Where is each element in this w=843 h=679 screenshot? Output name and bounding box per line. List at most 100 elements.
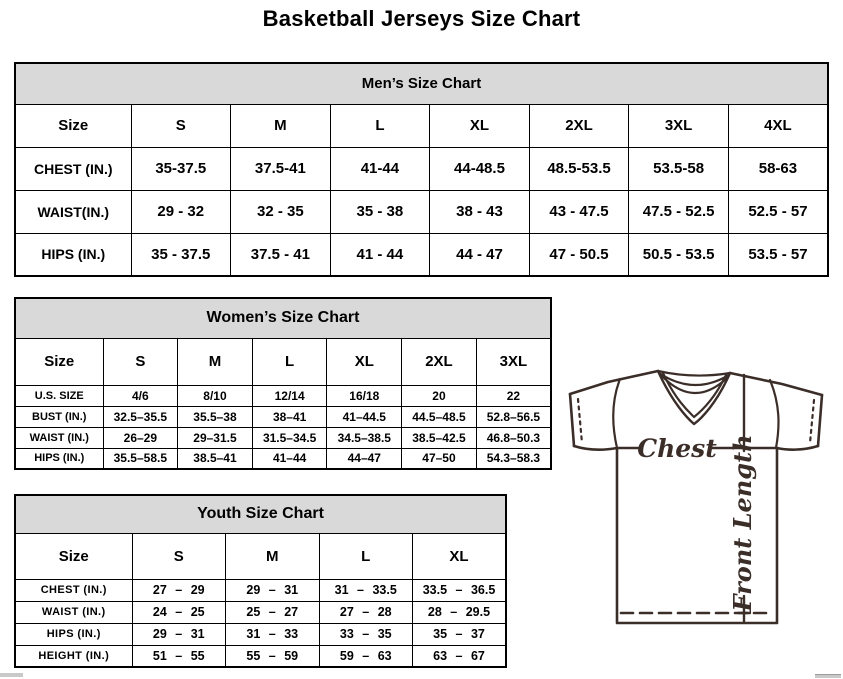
front-length-label: Front Length bbox=[728, 434, 757, 612]
size-value: 41–44 bbox=[251, 447, 328, 470]
size-value: 38.5–42.5 bbox=[401, 426, 477, 449]
size-value: 53.5-58 bbox=[628, 146, 729, 191]
size-value: 35-37.5 bbox=[130, 146, 232, 191]
col-header: L bbox=[318, 532, 413, 580]
table-row: WAIST (IN.) 24 – 25 25 – 27 27 – 28 28 –… bbox=[14, 600, 507, 624]
table-row: HIPS (IN.) 29 – 31 31 – 33 33 – 35 35 – … bbox=[14, 622, 507, 646]
size-value: 38.5–41 bbox=[177, 447, 253, 470]
womens-table-title: Women’s Size Chart bbox=[14, 297, 552, 339]
size-value: 41–44.5 bbox=[326, 405, 403, 428]
table-row: Size S M L XL 2XL 3XL 4XL bbox=[14, 103, 829, 148]
jersey-cuff-right bbox=[816, 393, 824, 448]
jersey-armhole-right bbox=[768, 378, 780, 450]
size-value: 53.5 - 57 bbox=[727, 232, 829, 277]
mens-size-table: Men’s Size Chart Size S M L XL 2XL 3XL 4… bbox=[14, 62, 829, 277]
collar-v-inner bbox=[661, 371, 728, 419]
table-row: Women’s Size Chart bbox=[14, 297, 552, 339]
size-value: 33 – 35 bbox=[318, 622, 413, 646]
size-value: 50.5 - 53.5 bbox=[628, 232, 729, 277]
collar-top-edge bbox=[656, 369, 732, 377]
jersey-body-outline bbox=[615, 446, 779, 625]
size-value: 29 – 31 bbox=[131, 622, 226, 646]
scrollbar-fragment-right bbox=[815, 674, 841, 678]
size-value: 20 bbox=[401, 384, 477, 407]
size-value: 12/14 bbox=[251, 384, 328, 407]
table-row: CHEST (IN.) 27 – 29 29 – 31 31 – 33.5 33… bbox=[14, 578, 507, 602]
col-header: XL bbox=[326, 337, 403, 386]
size-value: 52.5 - 57 bbox=[727, 189, 829, 234]
row-label: U.S. SIZE bbox=[14, 384, 104, 407]
jersey-armhole-left bbox=[612, 377, 622, 450]
col-header: Size bbox=[14, 337, 104, 386]
table-row: WAIST (IN.) 26–29 29–31.5 31.5–34.5 34.5… bbox=[14, 426, 552, 449]
table-row: HIPS (IN.) 35.5–58.5 38.5–41 41–44 44–47… bbox=[14, 447, 552, 470]
col-header: Size bbox=[14, 532, 133, 580]
size-value: 46.8–50.3 bbox=[475, 426, 552, 449]
size-value: 24 – 25 bbox=[131, 600, 226, 624]
mens-table-title: Men’s Size Chart bbox=[14, 62, 829, 105]
size-value: 27 – 29 bbox=[131, 578, 226, 602]
size-value: 33.5 – 36.5 bbox=[412, 578, 507, 602]
row-label: HEIGHT (IN.) bbox=[14, 644, 133, 668]
size-value: 27 – 28 bbox=[318, 600, 413, 624]
size-value: 37.5-41 bbox=[230, 146, 331, 191]
chest-label: Chest bbox=[637, 434, 717, 463]
size-value: 47–50 bbox=[401, 447, 477, 470]
youth-size-table: Youth Size Chart Size S M L XL CHEST (IN… bbox=[14, 494, 507, 668]
size-value: 32.5–35.5 bbox=[102, 405, 179, 428]
size-value: 47 - 50.5 bbox=[528, 232, 630, 277]
row-label: HIPS (IN.) bbox=[14, 232, 132, 277]
size-value: 22 bbox=[475, 384, 552, 407]
table-row: Men’s Size Chart bbox=[14, 62, 829, 105]
col-header: S bbox=[130, 103, 232, 148]
size-value: 8/10 bbox=[177, 384, 253, 407]
size-value: 44.5–48.5 bbox=[401, 405, 477, 428]
col-header: M bbox=[225, 532, 320, 580]
size-value: 4/6 bbox=[102, 384, 179, 407]
size-value: 35 - 37.5 bbox=[130, 232, 232, 277]
size-value: 41 - 44 bbox=[329, 232, 431, 277]
size-value: 55 – 59 bbox=[225, 644, 320, 668]
size-value: 51 – 55 bbox=[131, 644, 226, 668]
size-value: 35.5–58.5 bbox=[102, 447, 179, 470]
collar-v-outer bbox=[656, 369, 732, 426]
size-value: 44–47 bbox=[326, 447, 403, 470]
jersey-cuff-left bbox=[568, 392, 576, 448]
col-header: 2XL bbox=[528, 103, 630, 148]
row-label: CHEST (IN.) bbox=[14, 146, 132, 191]
row-label: HIPS (IN.) bbox=[14, 447, 104, 470]
size-value: 44 - 47 bbox=[429, 232, 530, 277]
table-row: U.S. SIZE 4/6 8/10 12/14 16/18 20 22 bbox=[14, 384, 552, 407]
jersey-shoulder-left bbox=[568, 369, 660, 396]
col-header: M bbox=[230, 103, 331, 148]
col-header: 2XL bbox=[401, 337, 477, 386]
size-value: 31 – 33.5 bbox=[318, 578, 413, 602]
jersey-sleeve-bottom-left bbox=[572, 444, 619, 451]
size-value: 48.5-53.5 bbox=[528, 146, 630, 191]
col-header: 3XL bbox=[475, 337, 552, 386]
table-row: HIPS (IN.) 35 - 37.5 37.5 - 41 41 - 44 4… bbox=[14, 232, 829, 277]
col-header: 4XL bbox=[727, 103, 829, 148]
row-label: BUST (IN.) bbox=[14, 405, 104, 428]
col-header: L bbox=[251, 337, 328, 386]
table-row: BUST (IN.) 32.5–35.5 35.5–38 38–41 41–44… bbox=[14, 405, 552, 428]
jersey-diagram-svg: Chest Front Length bbox=[568, 369, 824, 625]
size-value: 38–41 bbox=[251, 405, 328, 428]
table-row: CHEST (IN.) 35-37.5 37.5-41 41-44 44-48.… bbox=[14, 146, 829, 191]
size-value: 29 – 31 bbox=[225, 578, 320, 602]
row-label: WAIST (IN.) bbox=[14, 600, 133, 624]
col-header: L bbox=[329, 103, 431, 148]
table-row: WAIST(IN.) 29 - 32 32 - 35 35 - 38 38 - … bbox=[14, 189, 829, 234]
size-value: 63 – 67 bbox=[412, 644, 507, 668]
col-header: XL bbox=[429, 103, 530, 148]
size-value: 37.5 - 41 bbox=[230, 232, 331, 277]
table-row: HEIGHT (IN.) 51 – 55 55 – 59 59 – 63 63 … bbox=[14, 644, 507, 668]
row-label: WAIST (IN.) bbox=[14, 426, 104, 449]
col-header: S bbox=[102, 337, 179, 386]
size-value: 26–29 bbox=[102, 426, 179, 449]
col-header: M bbox=[177, 337, 253, 386]
size-value: 44-48.5 bbox=[429, 146, 530, 191]
col-header: XL bbox=[412, 532, 507, 580]
size-value: 31 – 33 bbox=[225, 622, 320, 646]
table-row: Size S M L XL 2XL 3XL bbox=[14, 337, 552, 386]
